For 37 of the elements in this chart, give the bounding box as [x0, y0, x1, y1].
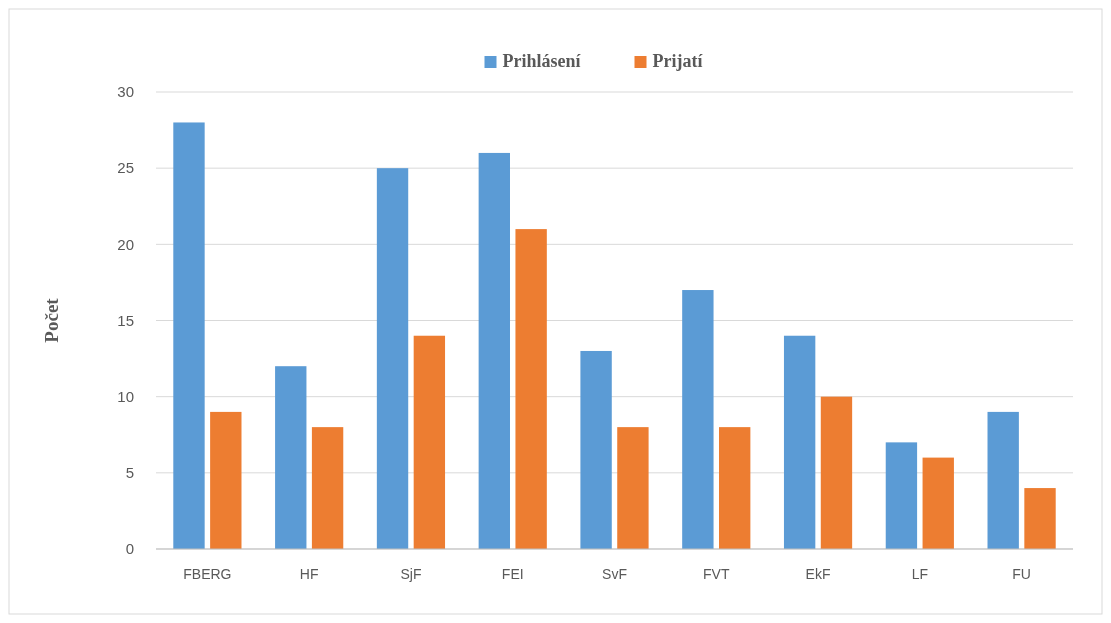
bar — [922, 457, 954, 549]
x-tick-label: EkF — [805, 566, 831, 582]
y-tick-label: 0 — [125, 540, 134, 558]
bar — [885, 442, 918, 549]
bar — [617, 427, 649, 549]
x-tick-label: FEI — [501, 566, 524, 582]
bar — [210, 411, 242, 549]
x-tick-label: LF — [911, 566, 928, 582]
bar — [820, 396, 853, 549]
bar — [413, 335, 446, 549]
bar — [275, 366, 307, 549]
bar — [719, 427, 751, 549]
x-tick-label: FU — [1012, 566, 1031, 582]
bar — [311, 427, 344, 549]
y-axis-title: Počet — [41, 297, 62, 343]
y-tick-label: 30 — [117, 83, 134, 101]
bar — [376, 168, 409, 549]
y-tick-label: 25 — [117, 159, 134, 177]
x-tick-label: HF — [299, 566, 319, 582]
bar — [515, 229, 547, 549]
bar — [173, 122, 205, 549]
x-tick-label: FVT — [703, 566, 730, 582]
bar — [987, 411, 1019, 549]
bar — [783, 335, 816, 549]
x-tick-label: SvF — [602, 566, 627, 582]
bar — [1024, 488, 1056, 549]
y-tick-label: 5 — [125, 464, 134, 482]
bar — [682, 290, 714, 549]
y-tick-label: 15 — [117, 311, 134, 329]
y-tick-label: 20 — [117, 235, 134, 253]
legend-label: Prijatí — [652, 51, 704, 71]
legend-label: Prihlásení — [502, 51, 582, 71]
y-tick-label: 10 — [117, 387, 134, 405]
x-tick-label: SjF — [400, 566, 422, 582]
x-tick-label: FBERG — [183, 566, 232, 582]
bar — [478, 152, 510, 549]
bar — [580, 350, 612, 549]
